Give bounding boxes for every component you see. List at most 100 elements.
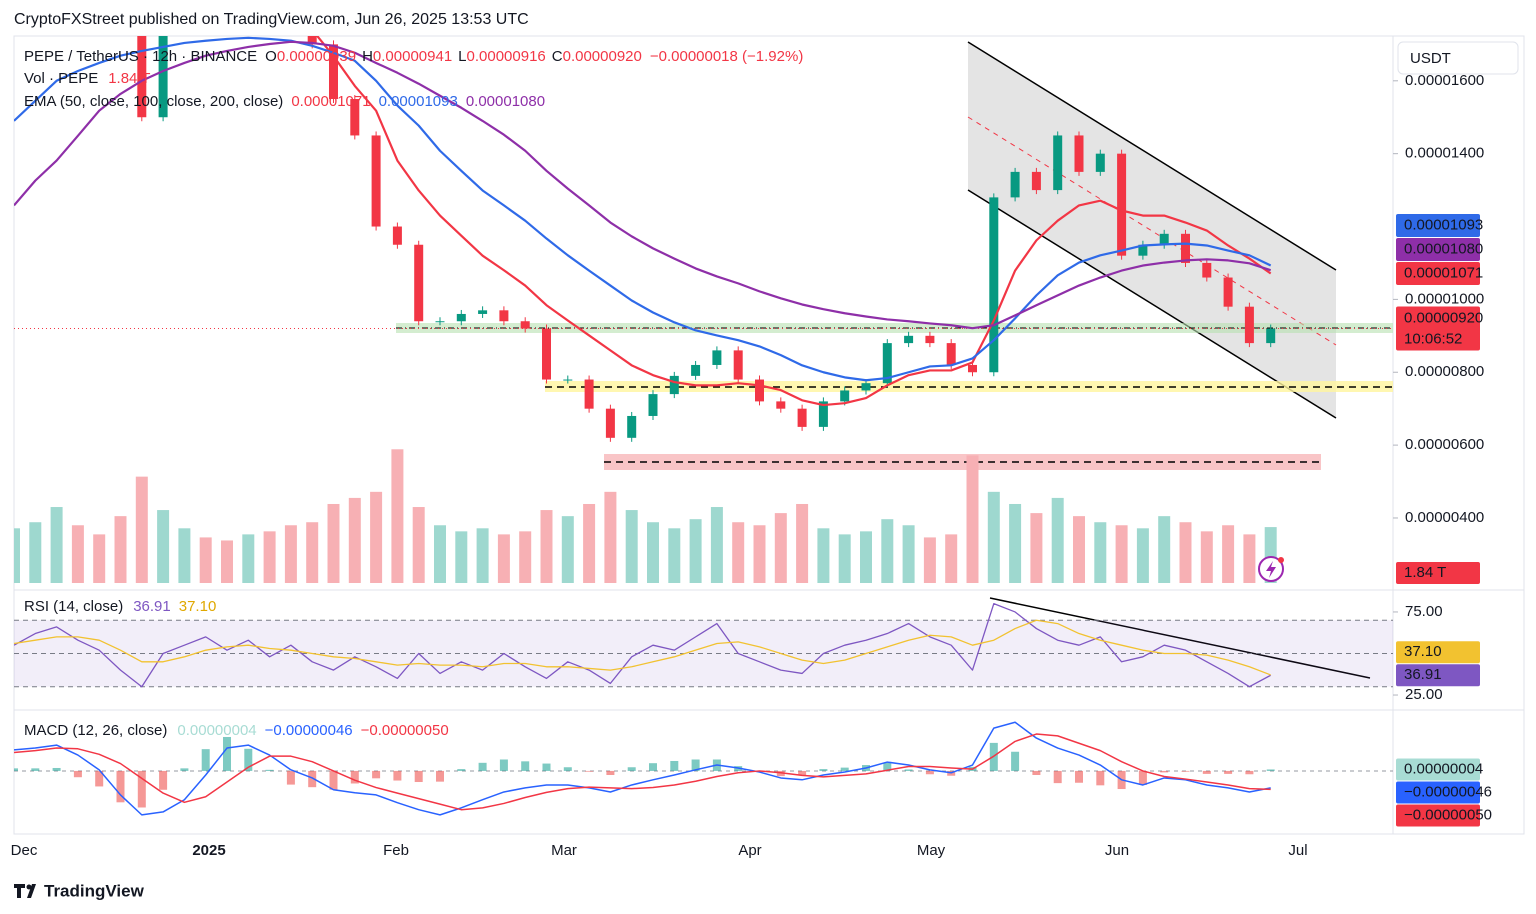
volume-bar	[540, 510, 553, 583]
x-tick-label: Dec	[11, 842, 38, 859]
ohlc-key: O	[265, 48, 277, 65]
volume-bar	[1030, 513, 1043, 583]
axis-tag	[1396, 238, 1480, 262]
hist-bar	[393, 770, 402, 781]
volume-bar	[1051, 497, 1064, 583]
ohlc-value: 0.00000920	[563, 48, 642, 65]
hist-bar	[1160, 770, 1169, 773]
hist-bar	[457, 769, 466, 771]
candle	[478, 310, 488, 314]
volume-bar	[689, 519, 702, 583]
hist-bar	[1032, 770, 1041, 775]
hist-bar	[649, 763, 657, 771]
y-tick-label: 0.00000800	[1405, 363, 1484, 380]
ohlc-key: H	[362, 48, 373, 65]
axis-tag	[1396, 664, 1480, 687]
candle	[989, 197, 999, 373]
volume-bar	[434, 525, 446, 583]
ema-title: EMA (50, close, 100, close, 200, close)	[24, 93, 283, 110]
hist-bar	[1224, 770, 1233, 774]
hist-bar	[159, 770, 168, 790]
volume-bar	[838, 534, 851, 583]
price-axis: USDT 0.00001600 0.00001400 0.00001000 0.000…	[1393, 41, 1519, 827]
volume-bar	[1009, 503, 1022, 583]
x-tick-label: May	[917, 842, 946, 859]
brand-name: TradingView	[44, 881, 145, 900]
hist-bar	[286, 770, 295, 785]
volume-bar	[14, 528, 20, 583]
candle	[1117, 153, 1127, 256]
ohlc-value: 0.00000916	[467, 48, 546, 65]
candle	[861, 383, 871, 391]
hist-bar	[95, 770, 104, 787]
axis-tag	[1396, 262, 1480, 286]
hist-bar	[372, 770, 381, 779]
axis-tag-label: 37.10	[1404, 643, 1442, 660]
hist-bar	[265, 769, 274, 771]
volume-bar	[860, 531, 872, 583]
hist-bar	[1181, 770, 1190, 772]
axis-tag	[1396, 306, 1480, 351]
candle	[840, 390, 850, 402]
hist-bar	[223, 736, 231, 771]
volume-bar	[157, 510, 170, 583]
legend-volume: Vol · PEPE 1.84 T	[24, 70, 150, 87]
icon[interactable]	[1266, 561, 1276, 578]
rsi-value: 36.91	[133, 598, 171, 615]
axis-tag	[1396, 641, 1480, 664]
currency-box[interactable]	[1397, 41, 1519, 75]
currency[interactable]: USDT	[1410, 50, 1451, 67]
axis-tag-label: 0.00001071	[1404, 264, 1483, 281]
volume-bar	[221, 540, 233, 583]
hist-bar	[478, 762, 487, 771]
candle	[1266, 328, 1276, 344]
icon[interactable]	[1278, 557, 1284, 563]
macd-value: −0.00000046	[265, 722, 353, 739]
candle	[605, 408, 615, 438]
line	[14, 40, 1272, 330]
candle	[712, 350, 722, 365]
volume-bar	[1179, 522, 1192, 583]
y-tick-label: 0.00001400	[1405, 145, 1484, 162]
candle	[584, 379, 594, 409]
candle	[1031, 171, 1041, 191]
hist-bar	[350, 770, 359, 784]
candle	[818, 401, 828, 427]
volume-bar	[93, 534, 106, 583]
axis-tag	[1396, 214, 1480, 238]
volume-bar	[966, 455, 979, 583]
hist-bar	[1053, 770, 1062, 784]
axis-tag-label: 0.00001093	[1404, 216, 1483, 233]
line	[315, 36, 1272, 407]
candle	[1181, 233, 1190, 263]
x-tick-label: 2025	[192, 842, 225, 859]
ema-value: 0.00001093	[379, 93, 458, 110]
axis-tag	[1396, 804, 1480, 827]
candle	[1202, 262, 1212, 278]
candle	[1159, 233, 1169, 245]
x-tick-label: Jul	[1288, 842, 1307, 859]
volume-bar	[306, 522, 319, 583]
axis-tag-label: 0.00000920	[1404, 310, 1483, 327]
legend-macd: MACD (12, 26, close) 0.00000004 −0.0000004…	[24, 722, 449, 739]
candle	[691, 364, 701, 376]
candle	[776, 401, 786, 409]
price-pane	[14, 36, 1393, 583]
volume-bar	[199, 537, 212, 583]
change: −0.00000018 (−1.92%)	[650, 48, 803, 65]
hist-bar	[180, 768, 189, 771]
volume-bar	[391, 449, 404, 583]
candle	[307, 36, 317, 45]
volume-bar	[50, 507, 63, 583]
ohlc-value: 0.00000941	[373, 48, 452, 65]
candle	[435, 321, 445, 323]
volume-bar	[327, 503, 340, 583]
frame	[13, 35, 1525, 835]
volume-bar	[71, 525, 84, 583]
hist-bar	[1075, 770, 1083, 783]
legend-ema: EMA (50, close, 100, close, 200, close) 0…	[24, 93, 545, 110]
volume-bar	[625, 510, 638, 583]
replay-icon[interactable]	[1258, 556, 1284, 582]
x-tick-label: Feb	[383, 842, 409, 859]
